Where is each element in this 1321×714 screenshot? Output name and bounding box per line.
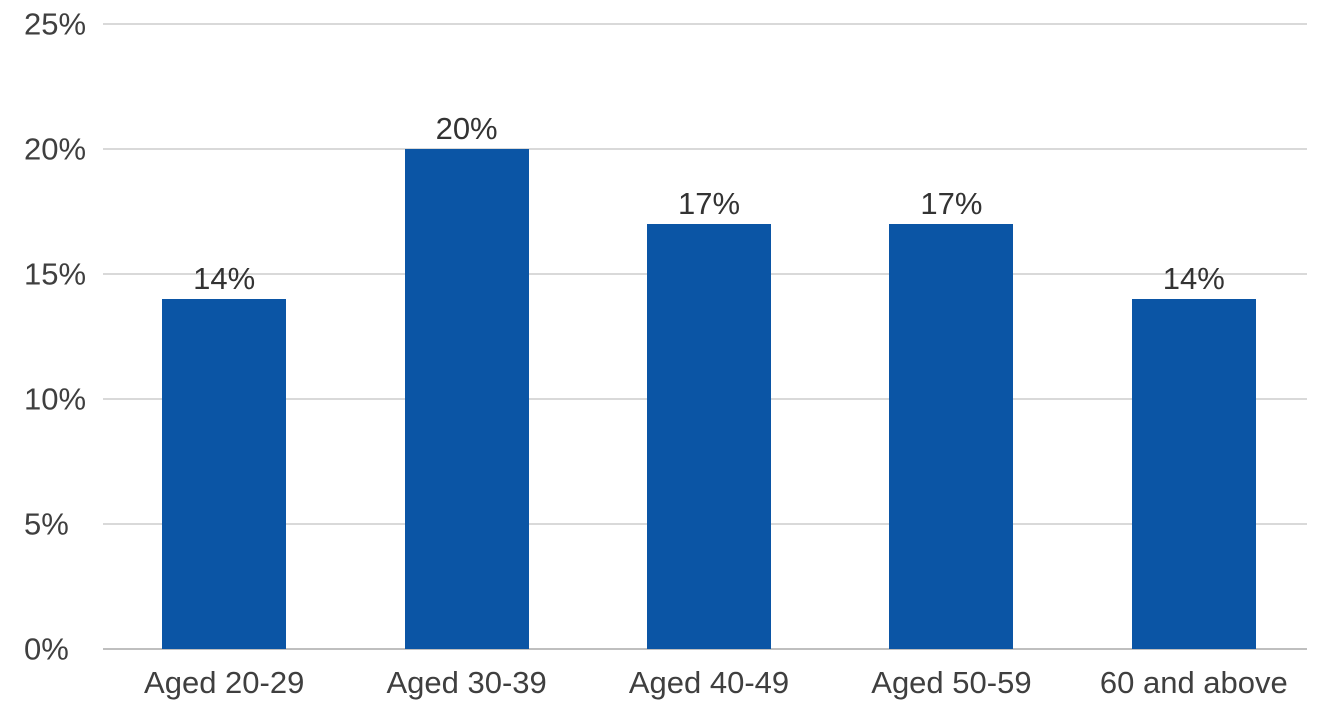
bar: [162, 299, 287, 649]
bar-column: 17%: [830, 24, 1072, 649]
x-axis-line: [103, 648, 1307, 650]
bar: [889, 224, 1014, 649]
bar: [404, 149, 529, 649]
bars-container: 14% 20% 17% 17% 14%: [103, 24, 1315, 649]
data-label: 17%: [920, 186, 983, 221]
gridline: [103, 148, 1307, 150]
x-axis: Aged 20-29 Aged 30-39 Aged 40-49 Aged 50-59…: [103, 649, 1315, 701]
x-axis-tick-label: 60 and above: [1099, 665, 1288, 700]
x-axis-tick-label: Aged 30-39: [386, 665, 547, 700]
bar-column: 20%: [345, 24, 587, 649]
y-axis-tick-label: 25%: [24, 6, 87, 42]
y-axis-tick-label: 5%: [24, 506, 69, 542]
y-axis-tick-label: 10%: [24, 381, 87, 417]
bar-column: 17%: [588, 24, 830, 649]
x-axis-tick-label: Aged 50-59: [871, 665, 1032, 700]
data-label: 14%: [193, 261, 256, 296]
y-axis-tick-label: 15%: [24, 256, 87, 292]
data-label: 17%: [677, 186, 741, 221]
bar: [1131, 299, 1256, 649]
data-label: 14%: [1162, 261, 1225, 296]
data-label: 20%: [435, 111, 498, 146]
bar-column: 14%: [103, 24, 345, 649]
x-axis-tick-label: Aged 40-49: [628, 665, 790, 700]
bar: [647, 224, 772, 649]
gridline: [103, 23, 1307, 25]
y-axis-tick-label: 20%: [24, 131, 87, 167]
bar-column: 14%: [1073, 24, 1315, 649]
y-axis-tick-label: 0%: [24, 631, 69, 667]
x-axis-tick-label: Aged 20-29: [144, 665, 305, 700]
plot-area: 0% 5% 10% 15% 20% 25% 14% 20% 17% 17% 14% Aged 20…: [24, 9, 1315, 700]
